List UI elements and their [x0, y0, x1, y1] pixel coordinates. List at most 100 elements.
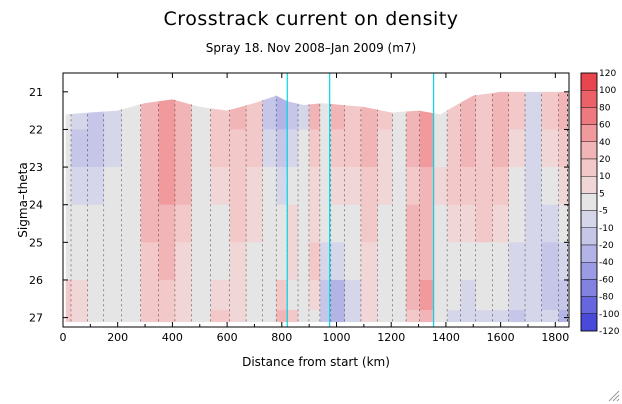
field-cell	[419, 129, 434, 168]
field-cell	[558, 204, 568, 243]
field-cell	[476, 242, 493, 281]
field-cell	[447, 167, 462, 206]
colorbar-swatch	[580, 124, 598, 142]
field-cell	[63, 167, 72, 206]
field-cell	[140, 310, 160, 323]
field-cell	[71, 310, 88, 323]
field-cell	[140, 279, 160, 311]
field-cell	[140, 167, 160, 206]
colorbar-swatch	[580, 141, 598, 160]
resize-grip-icon[interactable]	[606, 388, 620, 402]
y-axis-label: Sigma–theta	[16, 162, 30, 237]
field-cell	[104, 242, 123, 281]
field-cell	[320, 129, 332, 168]
field-cell	[246, 242, 263, 281]
field-cell	[406, 129, 421, 168]
field-cell	[447, 129, 462, 168]
field-cell	[246, 167, 263, 206]
field-cell	[121, 279, 142, 311]
colorbar-swatch	[580, 107, 598, 125]
field-cell	[541, 310, 560, 323]
field-cell	[541, 84, 560, 130]
field-cell	[210, 242, 231, 281]
field-cell	[392, 242, 407, 281]
field-cell	[525, 242, 542, 281]
field-cell	[140, 129, 160, 168]
field-cell	[287, 242, 299, 281]
field-cell	[392, 310, 407, 323]
field-cell	[71, 279, 88, 311]
field-cell	[419, 242, 434, 281]
field-cell	[525, 279, 542, 311]
field-cell	[71, 204, 88, 243]
field-cell	[331, 242, 346, 281]
x-tick-label: 400	[162, 331, 183, 344]
field-cell	[175, 242, 192, 281]
bottom-mask	[63, 322, 569, 327]
field-cell	[320, 242, 332, 281]
colorbar-label: -20	[599, 241, 614, 251]
field-cell	[344, 279, 362, 311]
field-cell	[320, 310, 332, 323]
field-cell	[406, 279, 421, 311]
field-cell	[392, 279, 407, 311]
field-cell	[262, 167, 277, 206]
field-cell	[447, 204, 462, 243]
field-cell	[476, 129, 493, 168]
field-cell	[210, 310, 231, 323]
field-cell	[377, 129, 393, 168]
field-cell	[419, 279, 434, 311]
field-cell	[460, 310, 477, 323]
field-cell	[558, 279, 568, 311]
field-cell	[175, 129, 192, 168]
field-cell	[63, 204, 72, 243]
field-cell	[71, 167, 88, 206]
field-cell	[229, 167, 247, 206]
field-cell	[246, 279, 263, 311]
field-cell	[406, 167, 421, 206]
field-cell	[433, 279, 448, 311]
field-cell	[287, 310, 299, 323]
colorbar-label: -120	[599, 327, 620, 337]
field-cell	[558, 84, 568, 130]
field-cell	[447, 279, 462, 311]
field-cell	[492, 167, 510, 206]
field-cell	[191, 242, 211, 281]
field-cell	[492, 310, 510, 323]
field-cell	[262, 204, 277, 243]
field-cell	[361, 279, 378, 311]
field-cell	[309, 242, 321, 281]
field-cell	[71, 129, 88, 168]
field-cell	[191, 204, 211, 243]
field-cell	[104, 167, 123, 206]
colorbar-swatch	[580, 175, 598, 194]
field-cell	[460, 279, 477, 311]
field-cell	[87, 129, 105, 168]
field-cell	[140, 204, 160, 243]
field-cell	[377, 310, 393, 323]
field-cell	[558, 310, 568, 323]
field-cell	[276, 310, 288, 323]
field-cell	[476, 279, 493, 311]
colorbar-label: 80	[599, 103, 611, 113]
colorbar-swatch	[580, 158, 598, 177]
y-tick-label: 23	[29, 161, 43, 174]
field-cell	[191, 129, 211, 168]
field-cell	[246, 129, 263, 168]
y-tick-label: 27	[29, 312, 43, 325]
colorbar-frame	[580, 72, 598, 332]
field-cell	[460, 129, 477, 168]
field-cell	[361, 310, 378, 323]
field-cell	[344, 167, 362, 206]
x-tick-label: 1200	[377, 331, 405, 344]
field-cell	[298, 84, 310, 130]
field-cell	[419, 167, 434, 206]
field-cell	[492, 129, 510, 168]
colorbar-label: -5	[599, 207, 608, 217]
field-cell	[210, 279, 231, 311]
field-cell	[309, 129, 321, 168]
field-cell	[508, 204, 526, 243]
field-cell	[508, 279, 526, 311]
field-cell	[361, 204, 378, 243]
